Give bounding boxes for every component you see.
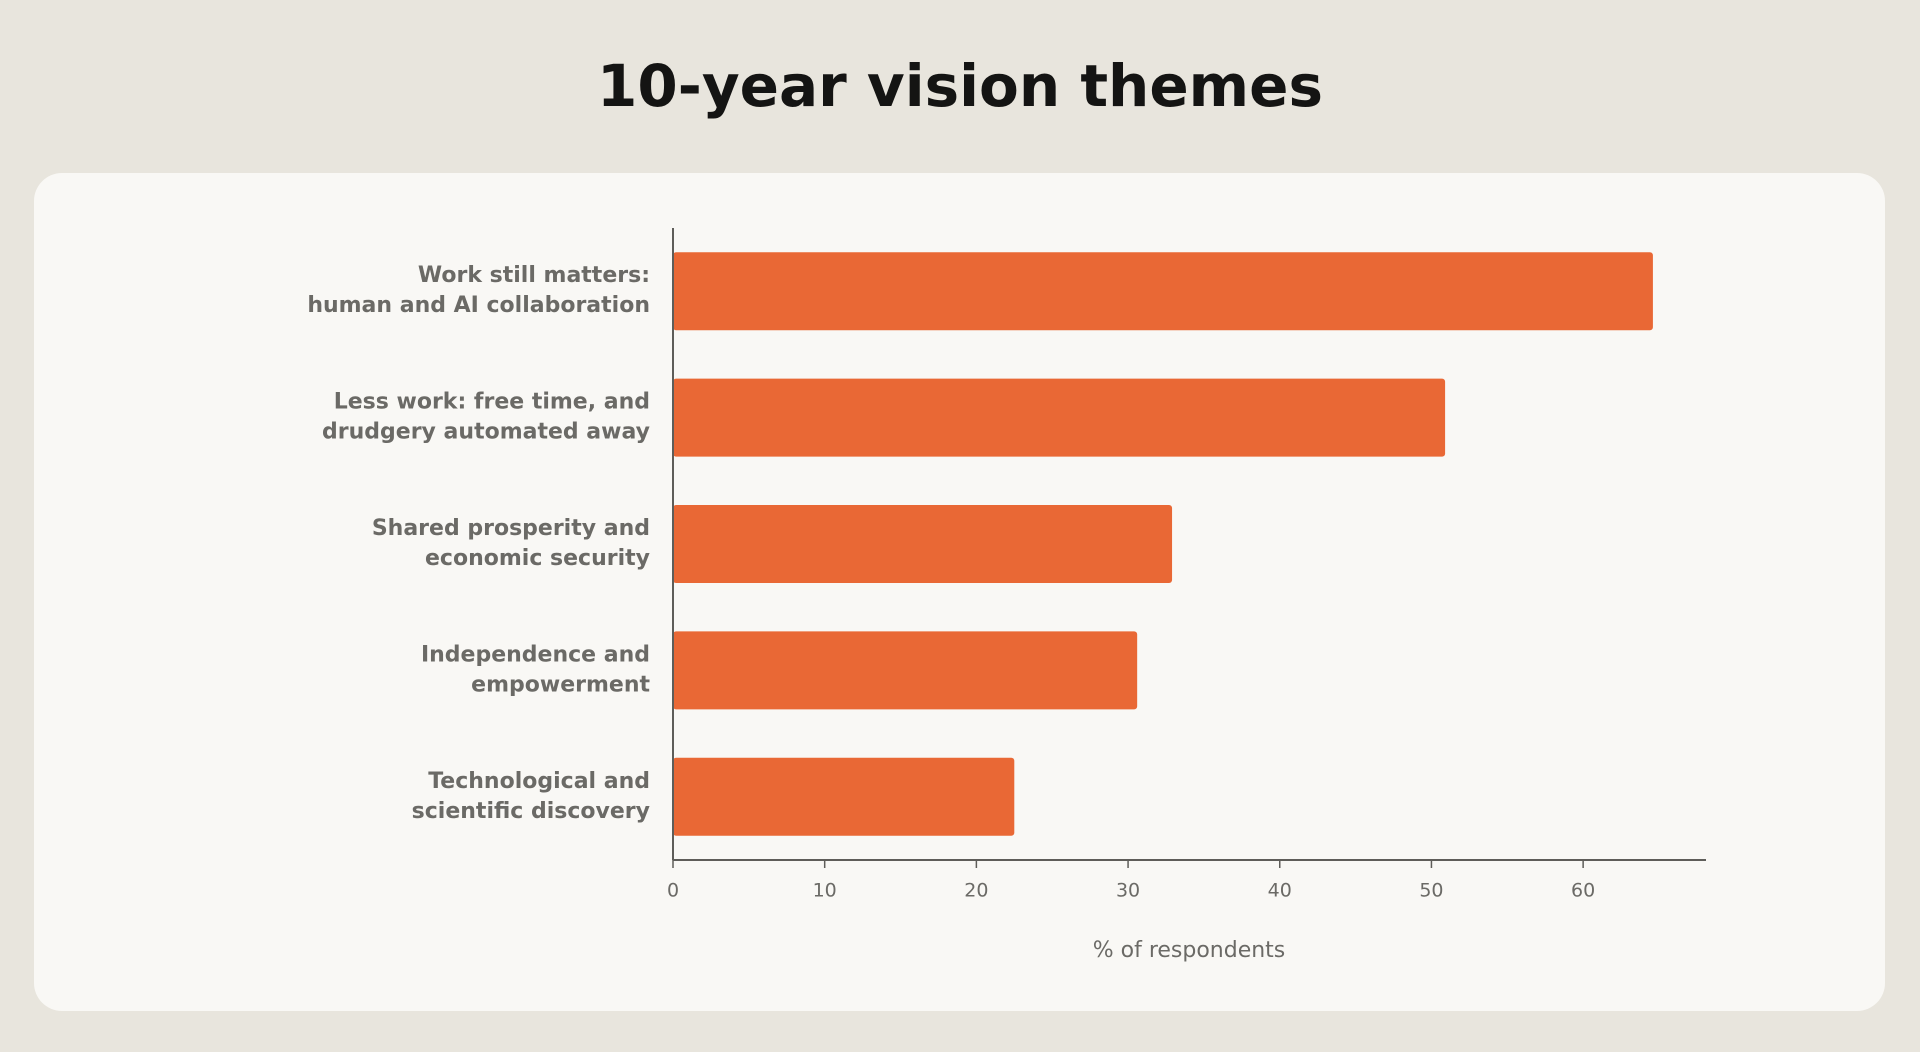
bar bbox=[673, 252, 1653, 331]
bar bbox=[673, 631, 1138, 710]
y-tick-label: scientific discovery bbox=[412, 799, 650, 824]
x-tick-label: 0 bbox=[667, 880, 679, 902]
chart-title: 10-year vision themes bbox=[597, 52, 1323, 120]
y-tick-label: empowerment bbox=[471, 672, 650, 697]
y-tick-label: drudgery automated away bbox=[322, 420, 650, 445]
y-tick-label: human and AI collaboration bbox=[307, 293, 650, 318]
y-tick-label: Work still matters: bbox=[418, 263, 650, 288]
x-tick-label: 10 bbox=[813, 880, 837, 902]
bar bbox=[673, 378, 1446, 457]
x-axis-label: % of respondents bbox=[1093, 938, 1286, 963]
x-tick-label: 60 bbox=[1571, 880, 1595, 902]
y-tick-label: Shared prosperity and bbox=[372, 516, 650, 541]
x-tick-label: 40 bbox=[1268, 880, 1292, 902]
x-tick-label: 30 bbox=[1116, 880, 1140, 902]
x-tick-label: 20 bbox=[964, 880, 988, 902]
bar bbox=[673, 757, 1015, 836]
bar bbox=[673, 505, 1173, 583]
y-tick-label: Independence and bbox=[421, 642, 650, 667]
y-tick-label: Technological and bbox=[428, 769, 650, 794]
x-tick-label: 50 bbox=[1419, 880, 1443, 902]
y-tick-label: Less work: free time, and bbox=[334, 390, 650, 415]
y-tick-label: economic security bbox=[425, 546, 650, 571]
